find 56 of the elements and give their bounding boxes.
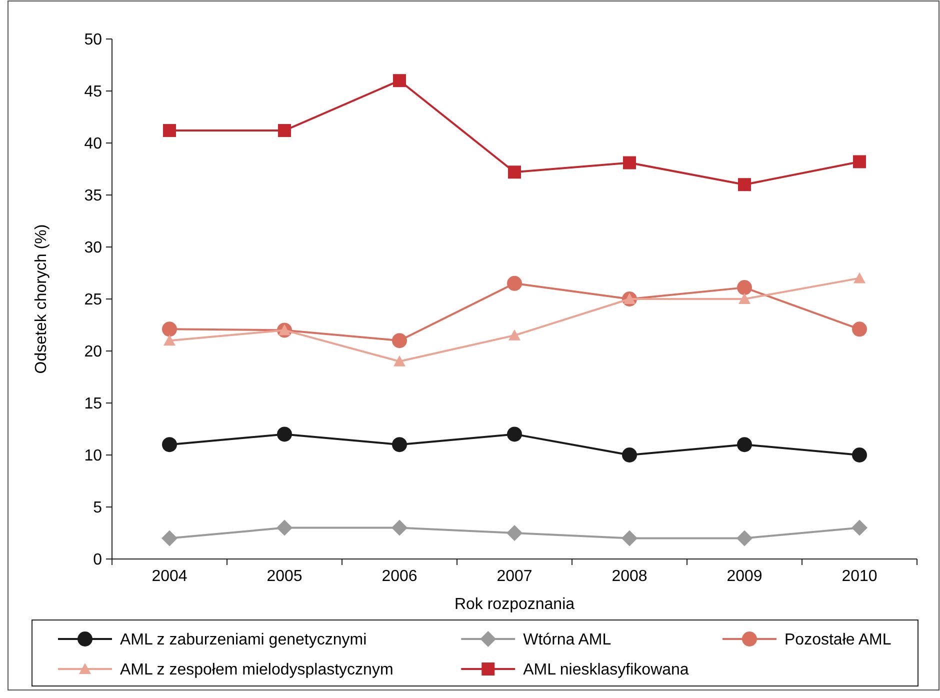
x-axis-title: Rok rozpoznania	[454, 596, 575, 613]
y-tick-label: 25	[84, 292, 102, 309]
y-tick-label: 0	[93, 552, 102, 569]
x-tick-label: 2004	[152, 568, 188, 585]
point	[854, 272, 866, 284]
point	[853, 155, 866, 168]
point	[736, 530, 752, 546]
legend-label: Wtórna AML	[523, 632, 612, 649]
y-tick-label: 30	[84, 240, 102, 257]
x-tick-label: 2006	[382, 568, 418, 585]
y-axis-title: Odsetek chorych (%)	[33, 224, 50, 374]
point	[278, 124, 291, 138]
y-tick-label: 35	[84, 188, 102, 205]
point	[393, 74, 406, 88]
point	[506, 525, 522, 541]
point	[164, 334, 176, 346]
point	[394, 355, 406, 366]
point	[738, 178, 751, 192]
y-tick-label: 10	[84, 448, 102, 465]
legend-label: AML z zespołem mielodysplastycznym	[120, 662, 394, 679]
x-tick-label: 2008	[612, 568, 648, 585]
y-tick-label: 50	[84, 32, 102, 49]
point	[392, 437, 407, 452]
y-tick-label: 20	[84, 344, 102, 361]
point	[277, 426, 292, 442]
point	[622, 530, 638, 546]
y-tick-label: 45	[84, 84, 102, 101]
point	[623, 156, 636, 170]
legend-label: Pozostałe AML	[784, 632, 892, 649]
point	[392, 520, 408, 536]
y-tick-label: 40	[84, 136, 102, 153]
point	[852, 520, 868, 536]
point	[507, 276, 522, 291]
point	[508, 329, 520, 340]
y-tick-label: 5	[93, 500, 102, 517]
point	[276, 520, 292, 536]
point	[162, 530, 178, 546]
point	[737, 437, 752, 452]
point	[508, 166, 521, 179]
point	[392, 333, 407, 348]
legend-label: AML z zaburzeniami genetycznymi	[120, 632, 367, 649]
x-tick-label: 2009	[726, 568, 762, 585]
point	[162, 437, 177, 452]
point	[162, 322, 177, 337]
point	[852, 322, 867, 337]
point	[737, 280, 752, 296]
point	[163, 124, 176, 138]
point	[738, 293, 750, 304]
point	[622, 448, 637, 462]
y-tick-label: 15	[84, 396, 102, 413]
point	[507, 426, 522, 442]
x-tick-label: 2007	[496, 568, 532, 585]
legend-label: AML niesklasyfikowana	[523, 662, 689, 679]
x-tick-label: 2010	[842, 568, 878, 585]
point	[852, 448, 867, 462]
x-tick-label: 2005	[266, 568, 302, 585]
